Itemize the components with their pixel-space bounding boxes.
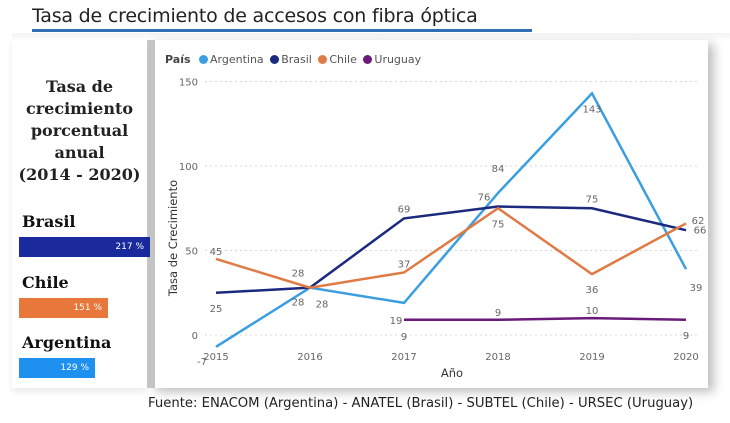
summary-country-chile: Chile <box>22 273 69 292</box>
y-tick-label: 100 <box>179 162 198 173</box>
legend-item-argentina[interactable]: Argentina <box>199 53 264 66</box>
data-label-brasil: 75 <box>586 194 599 205</box>
summary-panel: Tasa de crecimiento porcentual anual (20… <box>12 40 150 388</box>
data-label-brasil: 76 <box>478 193 491 204</box>
data-label-brasil: 69 <box>398 204 411 215</box>
legend-label: Uruguay <box>374 53 422 66</box>
summary-bar-brasil: 217 % <box>19 237 150 257</box>
data-label-brasil: 25 <box>210 304 223 315</box>
source-note: Fuente: ENACOM (Argentina) - ANATEL (Bra… <box>148 396 694 411</box>
x-tick-label: 2015 <box>203 352 228 363</box>
data-label-brasil: 62 <box>692 216 705 227</box>
legend-label: Brasil <box>281 53 312 66</box>
heading-line: crecimiento <box>25 99 134 118</box>
series-line-argentina[interactable] <box>215 91 688 348</box>
line-chart: 0 50 100 150 2015 2016 2017 2018 2019 2020 -7 28 1… <box>166 78 707 381</box>
data-label-chile: 37 <box>398 259 411 270</box>
series-line-chile[interactable] <box>215 206 687 289</box>
x-tick-label: 2018 <box>485 352 510 363</box>
data-label-uruguay: 10 <box>586 306 599 317</box>
legend-dot-icon <box>270 55 280 64</box>
legend-item-brasil[interactable]: Brasil <box>270 53 312 66</box>
legend-dot-icon <box>199 55 209 64</box>
data-label-chile: 28 <box>292 298 305 309</box>
summary-bar-chile: 151 % <box>19 298 108 318</box>
title-underline <box>32 29 532 32</box>
data-label-argentina: 84 <box>492 164 505 175</box>
series-line-uruguay[interactable] <box>404 316 687 322</box>
heading-line: (2014 - 2020) <box>18 165 141 184</box>
data-label-uruguay: 9 <box>495 308 501 319</box>
legend-title: País <box>165 53 191 66</box>
y-tick-label: 150 <box>179 78 198 89</box>
chart-legend: País Argentina Brasil Chile Uruguay <box>165 53 424 66</box>
legend-dot-icon <box>318 55 328 64</box>
summary-heading: Tasa de crecimiento porcentual anual (20… <box>12 76 147 186</box>
data-label-argentina: 39 <box>690 283 703 294</box>
x-tick-label: 2017 <box>391 352 416 363</box>
x-tick-label: 2016 <box>297 352 322 363</box>
y-tick-label: 50 <box>185 247 198 258</box>
data-label-chile: 75 <box>492 219 505 230</box>
heading-line: porcentual <box>30 121 129 140</box>
legend-label: Chile <box>329 53 357 66</box>
data-label-argentina: -7 <box>197 357 207 368</box>
data-label-argentina: 143 <box>582 104 601 115</box>
data-label-argentina: 19 <box>390 316 403 327</box>
legend-dot-icon <box>363 55 373 64</box>
page-title: Tasa de crecimiento de accesos con fibra… <box>32 5 478 27</box>
data-label-argentina: 28 <box>316 300 329 311</box>
data-label-brasil: 28 <box>292 269 305 280</box>
legend-item-chile[interactable]: Chile <box>318 53 357 66</box>
data-label-chile: 45 <box>210 247 223 258</box>
top-divider <box>12 33 730 41</box>
x-tick-label: 2020 <box>673 352 698 363</box>
data-label-chile: 66 <box>694 225 707 236</box>
y-axis-label: Tasa de Crecimiento <box>166 180 180 297</box>
legend-label: Argentina <box>210 53 264 66</box>
data-label-chile: 36 <box>586 285 599 296</box>
legend-item-uruguay[interactable]: Uruguay <box>363 53 421 66</box>
series-line-brasil[interactable] <box>215 205 687 294</box>
summary-country-argentina: Argentina <box>22 333 112 352</box>
data-label-uruguay: 9 <box>401 332 407 343</box>
summary-country-brasil: Brasil <box>22 212 76 231</box>
x-axis-label: Año <box>441 366 463 380</box>
y-tick-label: 0 <box>192 331 198 342</box>
heading-line: anual <box>54 143 105 162</box>
x-tick-label: 2019 <box>579 352 604 363</box>
heading-line: Tasa de <box>45 77 114 96</box>
summary-bar-argentina: 129 % <box>19 358 95 378</box>
data-label-uruguay: 9 <box>683 331 689 342</box>
chart-panel: País Argentina Brasil Chile Uruguay 0 50 1… <box>150 40 708 388</box>
